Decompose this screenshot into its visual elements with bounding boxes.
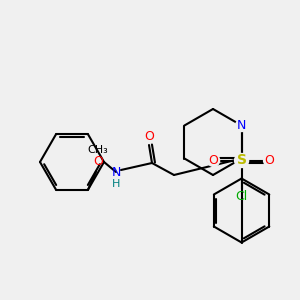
Text: O: O (144, 130, 154, 143)
Text: Cl: Cl (236, 190, 248, 203)
Text: CH₃: CH₃ (88, 145, 108, 155)
Circle shape (236, 119, 247, 131)
Text: N: N (237, 119, 246, 132)
Text: O: O (93, 155, 103, 168)
Circle shape (264, 154, 276, 166)
Text: O: O (265, 154, 275, 167)
Text: N: N (111, 166, 121, 178)
Text: O: O (208, 154, 218, 167)
Text: H: H (112, 179, 120, 189)
Text: S: S (237, 154, 247, 167)
Circle shape (235, 154, 249, 167)
Circle shape (208, 154, 220, 166)
